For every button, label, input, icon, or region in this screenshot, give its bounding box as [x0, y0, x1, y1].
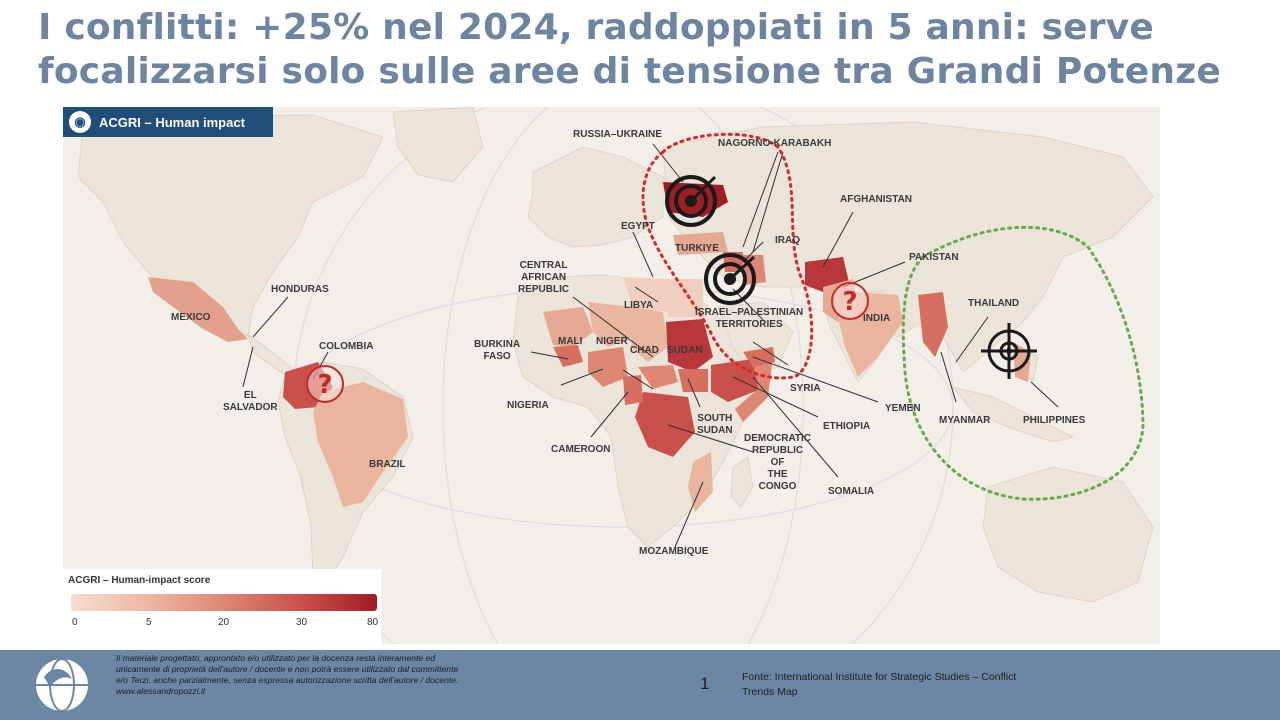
leader-lines — [242, 143, 1059, 548]
russia-tension-zone — [641, 132, 814, 380]
label-chad: CHAD — [630, 345, 659, 356]
label-honduras: HONDURAS — [271, 284, 329, 295]
drc-shape — [635, 392, 695, 457]
label-pakistan: PAKISTAN — [909, 252, 959, 263]
legend-tick-0: 0 — [72, 617, 78, 628]
legend-tick-2: 20 — [218, 617, 230, 628]
legend-tick-1: 5 — [146, 617, 152, 628]
map-badge: ◉ ACGRI – Human impact — [63, 107, 273, 137]
niger-shape — [588, 302, 633, 347]
sudan-shape — [666, 319, 713, 372]
label-mexico: MEXICO — [171, 312, 211, 323]
question-icon-india: ? — [831, 282, 869, 320]
myanmar-shape — [918, 292, 948, 357]
legend-tick-3: 30 — [296, 617, 308, 628]
target-icon-russia — [665, 171, 721, 227]
slide-title: I conflitti: +25% nel 2024, raddoppiati … — [38, 7, 1221, 92]
label-cameroon: CAMEROON — [551, 444, 611, 455]
label-ethiopia: ETHIOPIA — [823, 421, 871, 432]
crosshair-icon-asia — [981, 323, 1037, 379]
footer-disclaimer: Il materiale progettato, approntato e/o … — [116, 653, 459, 696]
label-burkina-faso: BURKINA FASO — [474, 339, 521, 362]
south-sudan-shape — [678, 369, 708, 392]
world-map-graphic: ? ? — [63, 107, 1160, 644]
label-south-sudan: SOUTH SUDAN — [697, 413, 733, 436]
footer-source: Fonte: International Institute for Strat… — [742, 671, 1017, 698]
turkiye-shape — [673, 232, 728, 255]
label-russia-ukraine: RUSSIA–UKRAINE — [573, 129, 662, 140]
label-india: INDIA — [863, 313, 891, 324]
libya-shape — [623, 277, 668, 312]
egypt-shape — [668, 279, 703, 317]
svg-text:?: ? — [317, 370, 332, 400]
label-somalia: SOMALIA — [828, 486, 875, 497]
map-legend: ACGRI – Human-impact score 0 5 20 30 80 — [63, 569, 381, 644]
label-nigeria: NIGERIA — [507, 400, 549, 411]
nigeria-shape — [588, 347, 628, 387]
label-colombia: COLOMBIA — [319, 341, 374, 352]
mozambique-shape — [688, 452, 713, 512]
label-afghanistan: AFGHANISTAN — [840, 194, 913, 205]
label-drc: DEMOCRATIC REPUBLIC OF THE CONGO — [744, 433, 812, 492]
label-syria: SYRIA — [790, 383, 821, 394]
somalia-shape — [735, 357, 773, 422]
label-el-salvador: EL SALVADOR — [223, 390, 278, 413]
label-nagorno-karabakh: NAGORNO-KARABAKH — [718, 138, 832, 149]
label-philippines: PHILIPPINES — [1023, 415, 1086, 426]
svg-text:?: ? — [842, 287, 857, 317]
label-egypt: EGYPT — [621, 221, 655, 232]
burkina-shape — [553, 345, 583, 367]
label-libya: LIBYA — [624, 300, 654, 311]
label-iraq: IRAQ — [775, 235, 800, 246]
chad-shape — [631, 307, 668, 362]
slide-footer: Il materiale progettato, approntato e/o … — [0, 650, 1280, 720]
label-brazil: BRAZIL — [369, 459, 406, 470]
label-israel-palestinian: ISRAEL–PALESTINIAN TERRITORIES — [695, 307, 804, 330]
cameroon-shape — [623, 375, 643, 405]
badge-label: ACGRI – Human impact — [99, 114, 245, 130]
car-shape — [638, 365, 678, 389]
label-yemen: YEMEN — [885, 403, 921, 414]
legend-tick-4: 80 — [367, 617, 379, 628]
label-sudan: SUDAN — [667, 345, 703, 356]
label-central-african-republic: CENTRAL AFRICAN REPUBLIC — [518, 260, 570, 295]
legend-color-scale — [71, 594, 377, 611]
page-number: 1 — [700, 674, 710, 693]
mexico-shape — [148, 277, 248, 342]
dove-globe-logo — [36, 658, 88, 712]
label-thailand: THAILAND — [968, 298, 1020, 309]
label-mozambique: MOZAMBIQUE — [639, 546, 709, 557]
label-niger: NIGER — [596, 336, 628, 347]
target-icon-middle-east — [704, 253, 756, 305]
asia-pacific-tension-zone — [901, 225, 1145, 501]
legend-title: ACGRI – Human-impact score — [68, 575, 211, 586]
brazil-shape — [313, 382, 408, 507]
globe-icon: ◉ — [69, 111, 91, 133]
label-mali: MALI — [558, 336, 583, 347]
question-icon-colombia: ? — [306, 365, 344, 403]
label-myanmar: MYANMAR — [939, 415, 991, 426]
label-turkiye: TURKIYE — [675, 243, 719, 254]
conflict-map: ? ? ◉ ACGRI – Human impact RUSSIA–UKRAIN… — [63, 107, 1160, 644]
mali-shape — [543, 307, 593, 347]
